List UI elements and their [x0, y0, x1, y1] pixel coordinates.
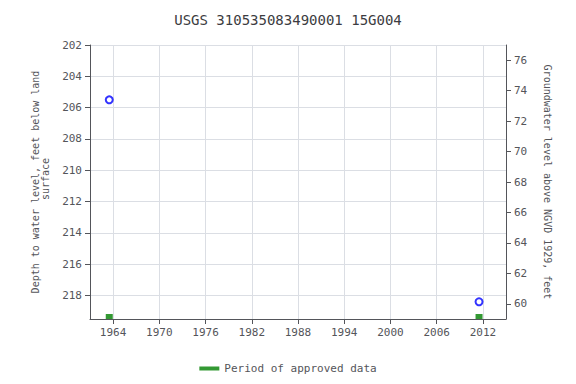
svg-text:64: 64 — [514, 236, 528, 249]
svg-text:62: 62 — [514, 267, 527, 280]
svg-text:1970: 1970 — [146, 326, 173, 339]
svg-text:74: 74 — [514, 84, 528, 97]
svg-text:2000: 2000 — [377, 326, 404, 339]
svg-text:USGS 310535083490001 15G004: USGS 310535083490001 15G004 — [174, 12, 402, 28]
svg-text:60: 60 — [514, 297, 527, 310]
svg-text:2006: 2006 — [423, 326, 450, 339]
svg-text:66: 66 — [514, 206, 527, 219]
svg-text:1976: 1976 — [192, 326, 219, 339]
svg-text:1964: 1964 — [100, 326, 127, 339]
svg-text:Depth to water level, feet bel: Depth to water level, feet below land — [29, 70, 41, 294]
svg-text:212: 212 — [62, 195, 82, 208]
svg-text:76: 76 — [514, 54, 527, 67]
svg-text:Groundwater level above NGVD 1: Groundwater level above NGVD 1929, feet — [542, 65, 553, 300]
svg-text:204: 204 — [62, 70, 82, 83]
svg-text:1994: 1994 — [331, 326, 358, 339]
svg-text:210: 210 — [62, 164, 82, 177]
svg-text:70: 70 — [514, 145, 527, 158]
svg-text:72: 72 — [514, 115, 527, 128]
svg-text:208: 208 — [62, 132, 82, 145]
svg-text:202: 202 — [62, 39, 82, 52]
svg-text:214: 214 — [62, 226, 82, 239]
svg-text:2012: 2012 — [470, 326, 497, 339]
svg-text:1982: 1982 — [239, 326, 266, 339]
svg-text:216: 216 — [62, 258, 82, 271]
svg-text:surface: surface — [40, 158, 51, 206]
svg-text:206: 206 — [62, 101, 82, 114]
svg-text:1988: 1988 — [285, 326, 312, 339]
svg-text:218: 218 — [62, 289, 82, 302]
svg-text:Period of approved data: Period of approved data — [224, 362, 376, 375]
svg-text:68: 68 — [514, 176, 527, 189]
